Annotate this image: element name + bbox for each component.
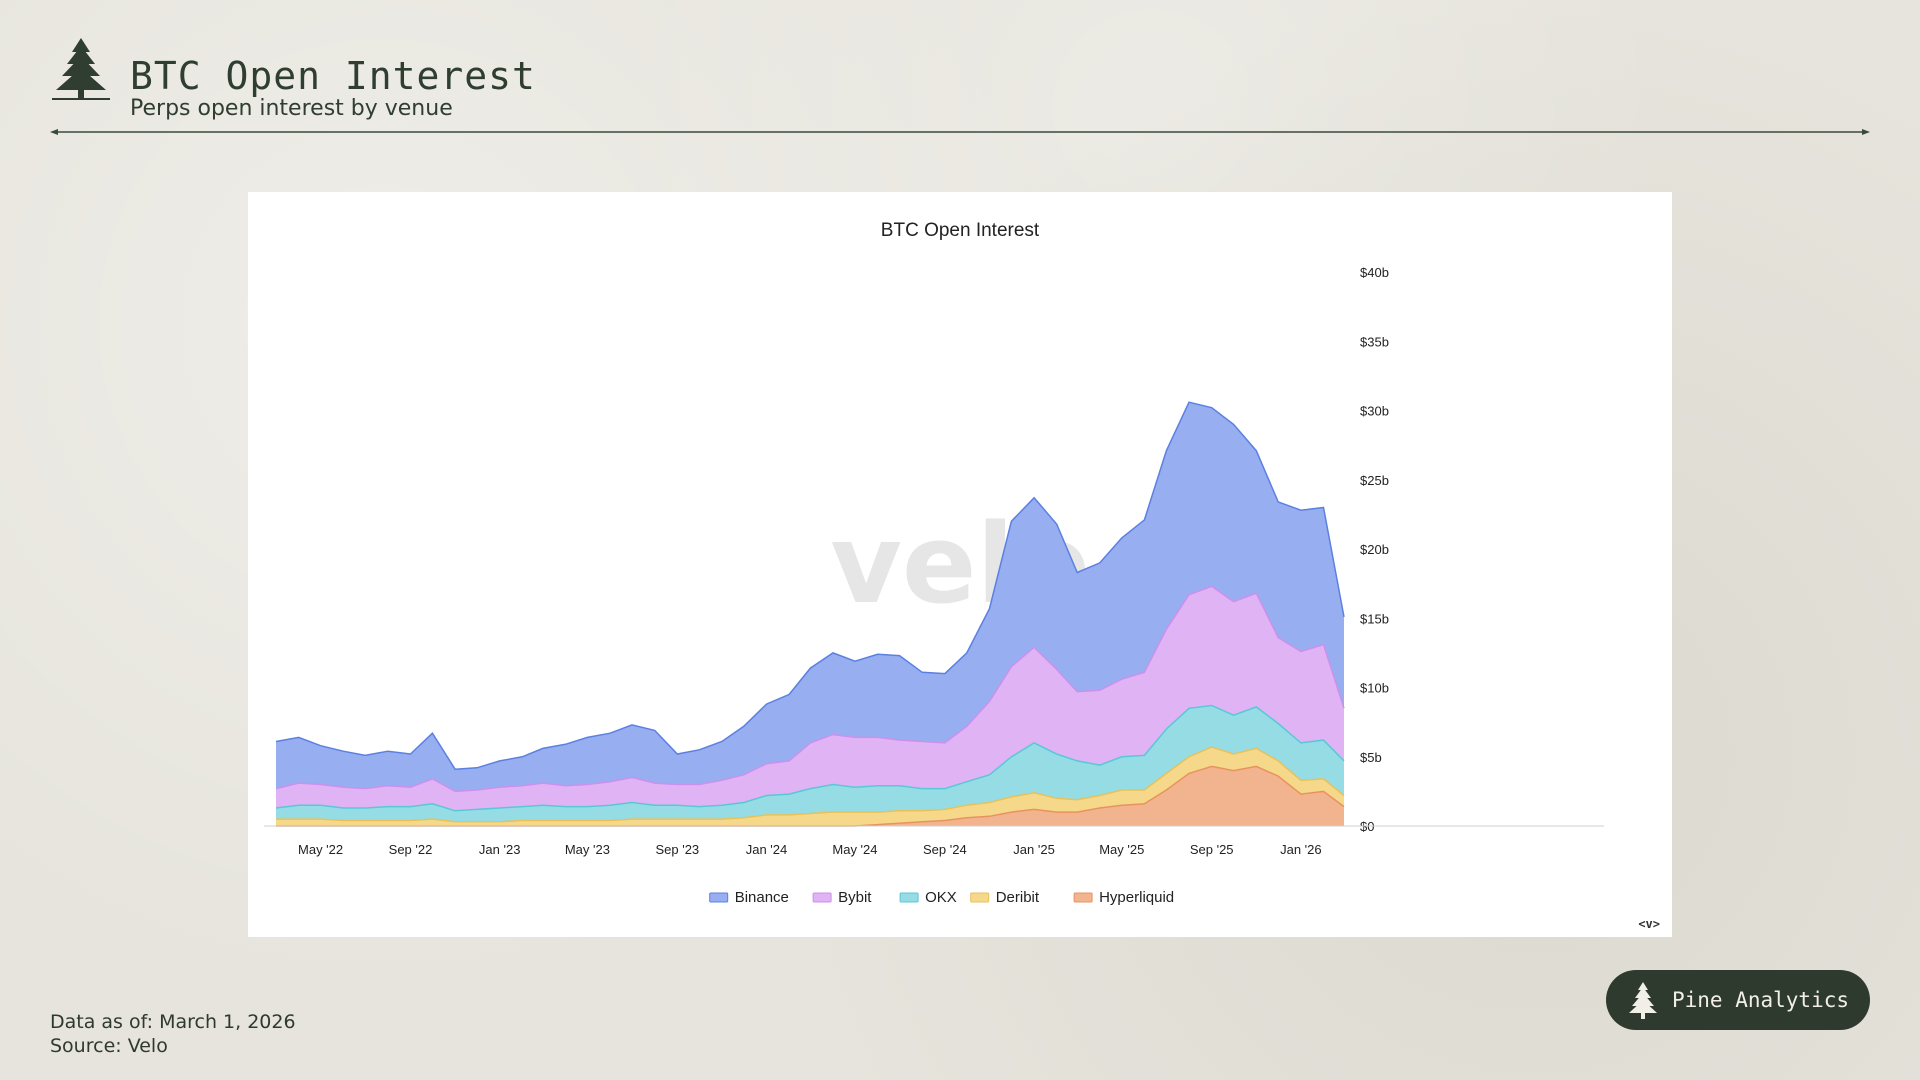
velo-corner-mark[interactable]: <v>	[1638, 917, 1660, 931]
line-okx	[275, 704, 1345, 812]
x-tick-label: May '22	[298, 842, 343, 857]
header-divider	[50, 129, 1870, 135]
x-tick-label: Jan '24	[746, 842, 788, 857]
open-interest-chart: BTC Open Interest velo $0$5b$10b$15b$20b…	[264, 220, 1660, 931]
legend-item-deribit[interactable]: Deribit	[970, 889, 1040, 906]
y-tick-label: $15b	[1360, 611, 1389, 626]
x-tick-label: Sep '24	[923, 842, 967, 857]
legend-item-hyperliquid[interactable]: Hyperliquid	[1073, 889, 1174, 906]
y-tick-label: $10b	[1360, 681, 1389, 696]
x-tick-label: Sep '25	[1190, 842, 1234, 857]
legend-item-binance[interactable]: Binance	[709, 889, 789, 906]
x-tick-label: May '24	[832, 842, 877, 857]
x-axis: May '22 Sep '22 Jan '23 May '23 Sep '23 Jan '…	[298, 842, 1322, 857]
footer-info: Data as of: March 1, 2026 Source: Velo	[50, 1010, 296, 1058]
area-bybit	[276, 586, 1344, 811]
legend-label-binance: Binance	[735, 889, 789, 906]
y-tick-label: $5b	[1360, 750, 1382, 765]
legend-label-hyperliquid: Hyperliquid	[1099, 889, 1174, 906]
legend-label-deribit: Deribit	[996, 889, 1040, 906]
legend-swatch-okx	[899, 892, 919, 903]
x-tick-label: Jan '25	[1013, 842, 1055, 857]
legend-item-okx[interactable]: OKX	[899, 889, 957, 906]
legend-swatch-bybit	[812, 892, 832, 903]
legend-label-bybit: Bybit	[838, 889, 872, 906]
area-hyperliquid	[276, 766, 1344, 826]
chart-card: BTC Open Interest velo $0 $5b $10b $15b $20b…	[248, 192, 1672, 937]
brand-badge[interactable]: Pine Analytics	[1606, 970, 1870, 1030]
page-subtitle: Perps open interest by venue	[130, 96, 453, 121]
y-tick-label: $20b	[1360, 542, 1389, 557]
y-tick-label: $35b	[1360, 334, 1389, 349]
legend-label-okx: OKX	[925, 889, 957, 906]
y-tick-label: $40b	[1360, 265, 1389, 280]
legend-swatch-deribit	[970, 892, 990, 903]
legend-swatch-hyperliquid	[1073, 892, 1093, 903]
line-deribit	[276, 746, 1345, 823]
area-series-group	[275, 401, 1345, 827]
area-okx	[276, 705, 1344, 822]
y-tick-label: $25b	[1360, 473, 1389, 488]
y-axis: $0$5b$10b$15b$20b$25b$30b$35b$40b	[1360, 265, 1389, 834]
legend-swatch-binance	[709, 892, 729, 903]
y-tick-label: $30b	[1360, 404, 1389, 419]
x-tick-label: Sep '23	[655, 842, 699, 857]
data-as-of: Data as of: March 1, 2026	[50, 1011, 296, 1033]
chart-legend: Binance Bybit OKX Deribit Hyperliquid	[709, 889, 1174, 906]
chart-title: BTC Open Interest	[881, 220, 1040, 241]
x-tick-label: Jan '26	[1280, 842, 1322, 857]
x-tick-label: Sep '22	[389, 842, 433, 857]
brand-badge-label: Pine Analytics	[1672, 988, 1850, 1012]
legend-item-bybit[interactable]: Bybit	[812, 889, 872, 906]
x-tick-label: May '25	[1099, 842, 1144, 857]
line-binance	[275, 401, 1345, 770]
line-bybit	[275, 585, 1345, 793]
pine-tree-icon	[1629, 982, 1657, 1019]
x-tick-label: Jan '23	[479, 842, 521, 857]
data-source: Source: Velo	[50, 1035, 168, 1057]
page-title: BTC Open Interest	[130, 54, 536, 98]
x-tick-label: May '23	[565, 842, 610, 857]
pine-tree-icon	[52, 38, 110, 100]
area-deribit	[276, 747, 1344, 826]
page-header: BTC Open Interest Perps open interest by…	[50, 36, 1870, 136]
